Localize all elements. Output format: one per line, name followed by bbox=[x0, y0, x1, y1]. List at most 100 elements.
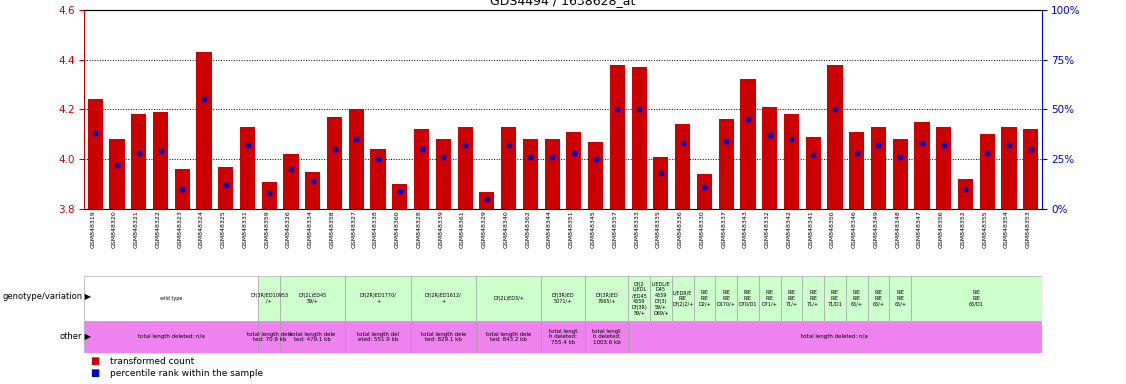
Text: GSM848327: GSM848327 bbox=[351, 210, 356, 248]
Bar bbox=[109, 139, 125, 209]
Bar bbox=[672, 276, 694, 321]
Text: GSM848320: GSM848320 bbox=[113, 210, 117, 248]
Text: total length dele
ted: 829.1 kb: total length dele ted: 829.1 kb bbox=[421, 331, 466, 343]
Bar bbox=[457, 127, 473, 209]
Bar bbox=[762, 107, 777, 209]
Bar bbox=[936, 127, 951, 209]
Text: GSM848332: GSM848332 bbox=[765, 210, 770, 248]
Text: GSM848340: GSM848340 bbox=[503, 210, 509, 248]
Bar bbox=[370, 149, 386, 209]
Text: RIE
RIE
D70/D1: RIE RIE D70/D1 bbox=[739, 290, 757, 307]
Bar bbox=[327, 117, 342, 209]
Text: GSM848328: GSM848328 bbox=[417, 210, 421, 248]
Text: L/EDR/E
RIE
Df(2)2/+: L/EDR/E RIE Df(2)2/+ bbox=[672, 290, 694, 307]
Text: GSM848348: GSM848348 bbox=[895, 210, 900, 248]
Text: RIE
RIE
65/+: RIE RIE 65/+ bbox=[850, 290, 863, 307]
Text: GSM848326: GSM848326 bbox=[286, 210, 292, 248]
Bar bbox=[542, 321, 584, 353]
Text: Df(3R)ED
5071/+: Df(3R)ED 5071/+ bbox=[552, 293, 574, 304]
Text: GSM848331: GSM848331 bbox=[242, 210, 248, 248]
Bar bbox=[610, 65, 625, 209]
Text: wild type: wild type bbox=[160, 296, 182, 301]
Text: Df(3R)ED
7665/+: Df(3R)ED 7665/+ bbox=[596, 293, 618, 304]
Text: GSM848335: GSM848335 bbox=[655, 210, 661, 248]
Bar bbox=[653, 157, 669, 209]
Bar bbox=[132, 114, 146, 209]
Text: GSM848359: GSM848359 bbox=[265, 210, 269, 248]
Bar bbox=[805, 137, 821, 209]
Text: GSM848333: GSM848333 bbox=[634, 210, 640, 248]
Bar bbox=[890, 276, 911, 321]
Text: RIE
RIE
71/+: RIE RIE 71/+ bbox=[786, 290, 797, 307]
Text: Df(2L)ED45
59/+: Df(2L)ED45 59/+ bbox=[298, 293, 327, 304]
Text: GSM848361: GSM848361 bbox=[461, 210, 465, 248]
Text: GSM848353: GSM848353 bbox=[1026, 210, 1030, 248]
Text: ▶: ▶ bbox=[82, 292, 91, 301]
Bar bbox=[480, 192, 494, 209]
Text: GSM848330: GSM848330 bbox=[699, 210, 705, 248]
Text: GSM848344: GSM848344 bbox=[547, 210, 552, 248]
Bar bbox=[346, 321, 411, 353]
Text: GSM848360: GSM848360 bbox=[395, 210, 400, 248]
Text: Df(2
L)EDL
/ED45
4559
Df(3R)
59/+: Df(2 L)EDL /ED45 4559 Df(3R) 59/+ bbox=[632, 281, 647, 316]
Bar bbox=[802, 276, 824, 321]
Bar bbox=[196, 52, 212, 209]
Bar bbox=[501, 127, 516, 209]
Text: GSM848349: GSM848349 bbox=[874, 210, 878, 248]
Bar bbox=[628, 276, 650, 321]
Text: total lengt
h deleted:
1003.6 kb: total lengt h deleted: 1003.6 kb bbox=[592, 329, 620, 345]
Text: GSM848319: GSM848319 bbox=[90, 210, 96, 248]
Bar bbox=[694, 276, 715, 321]
Bar bbox=[588, 142, 604, 209]
Text: GSM848357: GSM848357 bbox=[613, 210, 617, 248]
Bar bbox=[545, 139, 560, 209]
Text: GSM848336: GSM848336 bbox=[678, 210, 682, 248]
Text: percentile rank within the sample: percentile rank within the sample bbox=[110, 369, 263, 378]
Text: GSM848356: GSM848356 bbox=[939, 210, 944, 248]
Bar bbox=[411, 276, 476, 321]
Text: total lengt
h deleted:
755.4 kb: total lengt h deleted: 755.4 kb bbox=[548, 329, 578, 345]
Bar bbox=[784, 114, 799, 209]
Bar bbox=[849, 132, 865, 209]
Text: Df(3R)ED10953
/+: Df(3R)ED10953 /+ bbox=[250, 293, 288, 304]
Bar bbox=[958, 179, 973, 209]
Text: GSM848334: GSM848334 bbox=[307, 210, 313, 248]
Bar bbox=[392, 184, 408, 209]
Bar bbox=[1024, 129, 1038, 209]
Bar bbox=[280, 321, 346, 353]
Bar bbox=[780, 276, 802, 321]
Text: GSM848351: GSM848351 bbox=[569, 210, 574, 248]
Bar bbox=[980, 134, 994, 209]
Bar bbox=[628, 321, 1042, 353]
Bar bbox=[305, 172, 321, 209]
Bar bbox=[411, 321, 476, 353]
Text: ■: ■ bbox=[90, 368, 99, 379]
Bar bbox=[893, 139, 908, 209]
Bar bbox=[436, 139, 452, 209]
Text: GSM848362: GSM848362 bbox=[526, 210, 530, 248]
Text: ▶: ▶ bbox=[82, 333, 91, 341]
Title: GDS4494 / 1638628_at: GDS4494 / 1638628_at bbox=[490, 0, 636, 7]
Text: GSM848337: GSM848337 bbox=[721, 210, 726, 248]
Bar bbox=[718, 119, 734, 209]
Bar bbox=[911, 276, 1042, 321]
Text: total length dele
ted: 479.1 kb: total length dele ted: 479.1 kb bbox=[291, 331, 336, 343]
Text: genotype/variation: genotype/variation bbox=[2, 292, 82, 301]
Bar bbox=[522, 139, 538, 209]
Bar bbox=[1001, 127, 1017, 209]
Bar bbox=[259, 321, 280, 353]
Bar bbox=[715, 276, 738, 321]
Bar bbox=[738, 276, 759, 321]
Text: RIE
RIE
71/+: RIE RIE 71/+ bbox=[807, 290, 819, 307]
Bar bbox=[346, 276, 411, 321]
Bar bbox=[824, 276, 846, 321]
Text: GSM848352: GSM848352 bbox=[960, 210, 965, 248]
Text: GSM848339: GSM848339 bbox=[438, 210, 444, 248]
Bar bbox=[175, 169, 190, 209]
Bar bbox=[542, 276, 584, 321]
Text: RIE
RIE
D170/+: RIE RIE D170/+ bbox=[717, 290, 735, 307]
Bar bbox=[240, 127, 256, 209]
Bar bbox=[759, 276, 780, 321]
Bar bbox=[674, 124, 690, 209]
Bar bbox=[867, 276, 890, 321]
